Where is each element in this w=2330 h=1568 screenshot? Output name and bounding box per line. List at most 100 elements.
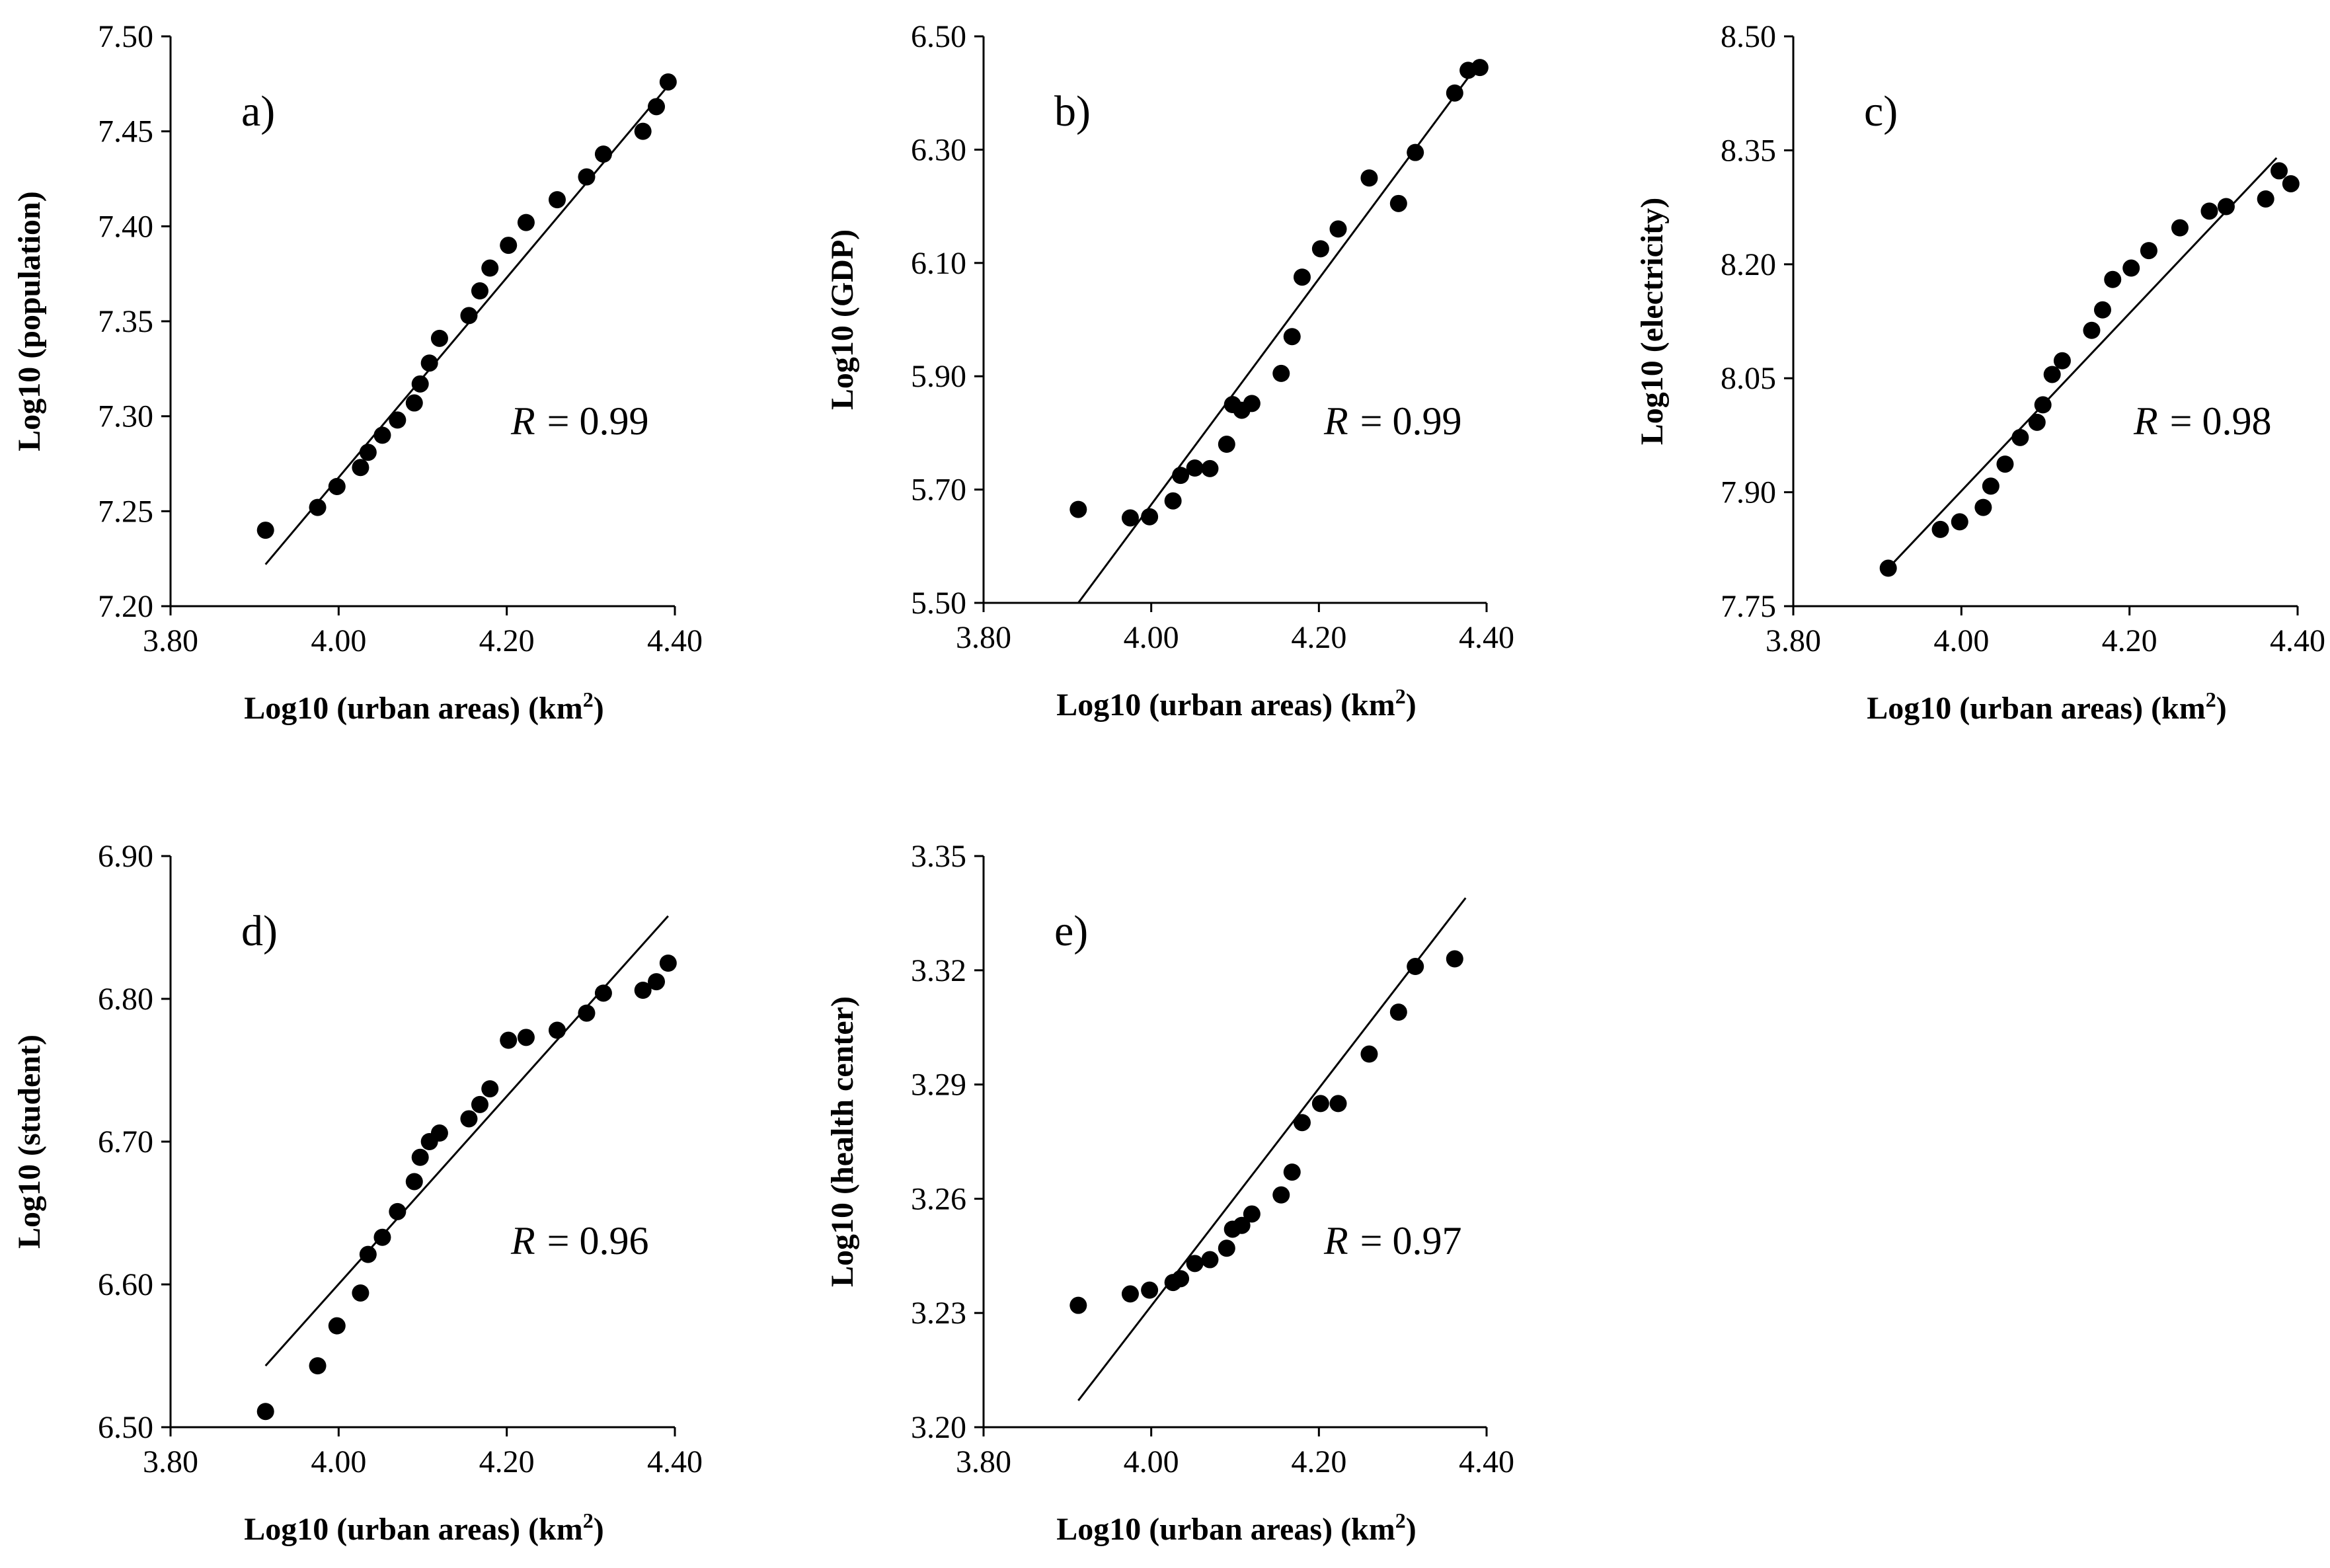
data-point <box>1360 169 1378 187</box>
x-axis-label-text: Log10 (urban areas) (km <box>244 1512 582 1547</box>
data-point <box>373 1228 391 1246</box>
y-tick-label: 6.50 <box>911 19 966 54</box>
data-point <box>411 375 429 393</box>
correlation-value: = 0.98 <box>2170 399 2272 443</box>
y-tick-label: 3.35 <box>911 839 966 874</box>
data-point <box>430 329 448 347</box>
data-point <box>359 444 377 461</box>
data-point <box>1471 59 1489 77</box>
x-axis-label-superscript: 2 <box>1395 1509 1406 1532</box>
data-point <box>1360 1045 1378 1063</box>
data-point <box>1186 459 1204 477</box>
x-tick-label: 4.00 <box>311 1444 366 1479</box>
y-axis-label: Log10 (population) <box>12 191 47 451</box>
y-tick-label: 6.10 <box>911 246 966 281</box>
panel-label: b) <box>1054 87 1091 136</box>
y-tick-label: 6.70 <box>98 1124 153 1159</box>
x-axis-label: Log10 (urban areas) (km2) <box>1056 1509 1416 1547</box>
data-point <box>1218 1239 1235 1257</box>
data-point <box>1974 498 1992 516</box>
data-point <box>1389 1003 1407 1021</box>
data-point <box>517 214 535 231</box>
y-axis-label: Log10 (student) <box>12 1035 47 1249</box>
x-axis-label-close: ) <box>594 691 604 726</box>
data-point <box>2104 270 2122 288</box>
data-point <box>2122 259 2140 277</box>
data-point <box>2011 428 2029 446</box>
data-point <box>500 237 518 255</box>
panel-a: 7.20 7.25 7.30 7.35 7.40 7.45 7.50 3.80 4.00 4.20… <box>12 19 703 726</box>
x-tick-label: 4.00 <box>1124 1444 1179 1479</box>
x-axis-label-superscript: 2 <box>583 1509 594 1532</box>
x-axis-label-text: Log10 (urban areas) (km <box>1056 687 1395 723</box>
correlation-annotation: R = 0.99 <box>510 399 649 443</box>
x-tick-label: 4.00 <box>311 623 366 658</box>
x-axis-label: Log10 (urban areas) (km2) <box>244 1509 603 1547</box>
data-point <box>634 122 652 140</box>
y-tick-label: 6.50 <box>98 1410 153 1445</box>
data-point <box>1121 509 1139 527</box>
y-tick-label: 8.50 <box>1721 19 1776 54</box>
y-tick-label: 6.60 <box>98 1267 153 1302</box>
x-tick-label: 3.80 <box>956 1444 1011 1479</box>
y-axis-label: Log10 (GDP) <box>825 229 860 410</box>
data-point <box>578 168 596 186</box>
data-point <box>1329 1095 1347 1113</box>
y-tick-label: 7.90 <box>1721 475 1776 510</box>
data-point <box>548 1021 566 1039</box>
y-tick-label: 7.75 <box>1721 589 1776 624</box>
panel-label: c) <box>1864 87 1898 136</box>
correlation-symbol: R <box>510 399 535 443</box>
x-tick-label: 4.40 <box>1459 620 1514 655</box>
data-point <box>460 1110 478 1128</box>
x-tick-label: 4.40 <box>647 1444 703 1479</box>
data-point <box>256 1403 274 1421</box>
data-point <box>352 459 369 477</box>
data-point <box>389 1202 407 1220</box>
data-point <box>309 1357 327 1375</box>
x-axis-label-superscript: 2 <box>2206 687 2216 711</box>
y-tick-label: 8.35 <box>1721 133 1776 168</box>
data-point <box>659 955 677 972</box>
data-point <box>2028 413 2046 431</box>
x-axis-label: Log10 (urban areas) (km2) <box>1056 684 1416 723</box>
data-point <box>1069 1296 1087 1314</box>
data-point <box>328 1317 346 1335</box>
data-point <box>594 984 612 1002</box>
correlation-annotation: R = 0.96 <box>510 1219 649 1263</box>
y-tick-label: 3.20 <box>911 1410 966 1445</box>
x-tick-label: 4.20 <box>1291 1444 1346 1479</box>
data-point <box>648 973 666 991</box>
data-point <box>2200 202 2218 220</box>
y-axis-label: Log10 (electricity) <box>1635 198 1670 445</box>
data-point <box>1164 492 1182 510</box>
y-tick-label: 6.30 <box>911 132 966 167</box>
data-point <box>420 354 438 372</box>
x-tick-label: 3.80 <box>143 1444 198 1479</box>
x-axis-label-text: Log10 (urban areas) (km <box>244 691 582 726</box>
data-point <box>2257 190 2274 208</box>
data-point <box>1389 194 1407 212</box>
data-point <box>500 1031 518 1049</box>
data-point <box>460 307 478 325</box>
data-point <box>2034 396 2052 414</box>
data-point <box>1141 508 1159 526</box>
data-point <box>2043 366 2061 383</box>
data-point <box>1283 328 1301 346</box>
data-point <box>481 1080 499 1098</box>
panel-label: d) <box>241 907 278 955</box>
x-tick-label: 4.20 <box>2102 623 2157 658</box>
data-point <box>1141 1281 1159 1299</box>
data-point <box>1201 1251 1219 1269</box>
data-point <box>352 1284 369 1302</box>
x-tick-label: 4.20 <box>479 623 535 658</box>
correlation-symbol: R <box>2133 399 2158 443</box>
data-point <box>2271 162 2288 180</box>
data-point <box>2282 175 2300 192</box>
y-tick-label: 3.26 <box>911 1181 966 1216</box>
y-tick-label: 5.50 <box>911 586 966 621</box>
data-point <box>634 982 652 1000</box>
y-tick-label: 6.80 <box>98 982 153 1017</box>
x-axis-label-text: Log10 (urban areas) (km <box>1867 691 2205 726</box>
y-tick-label: 6.90 <box>98 839 153 874</box>
